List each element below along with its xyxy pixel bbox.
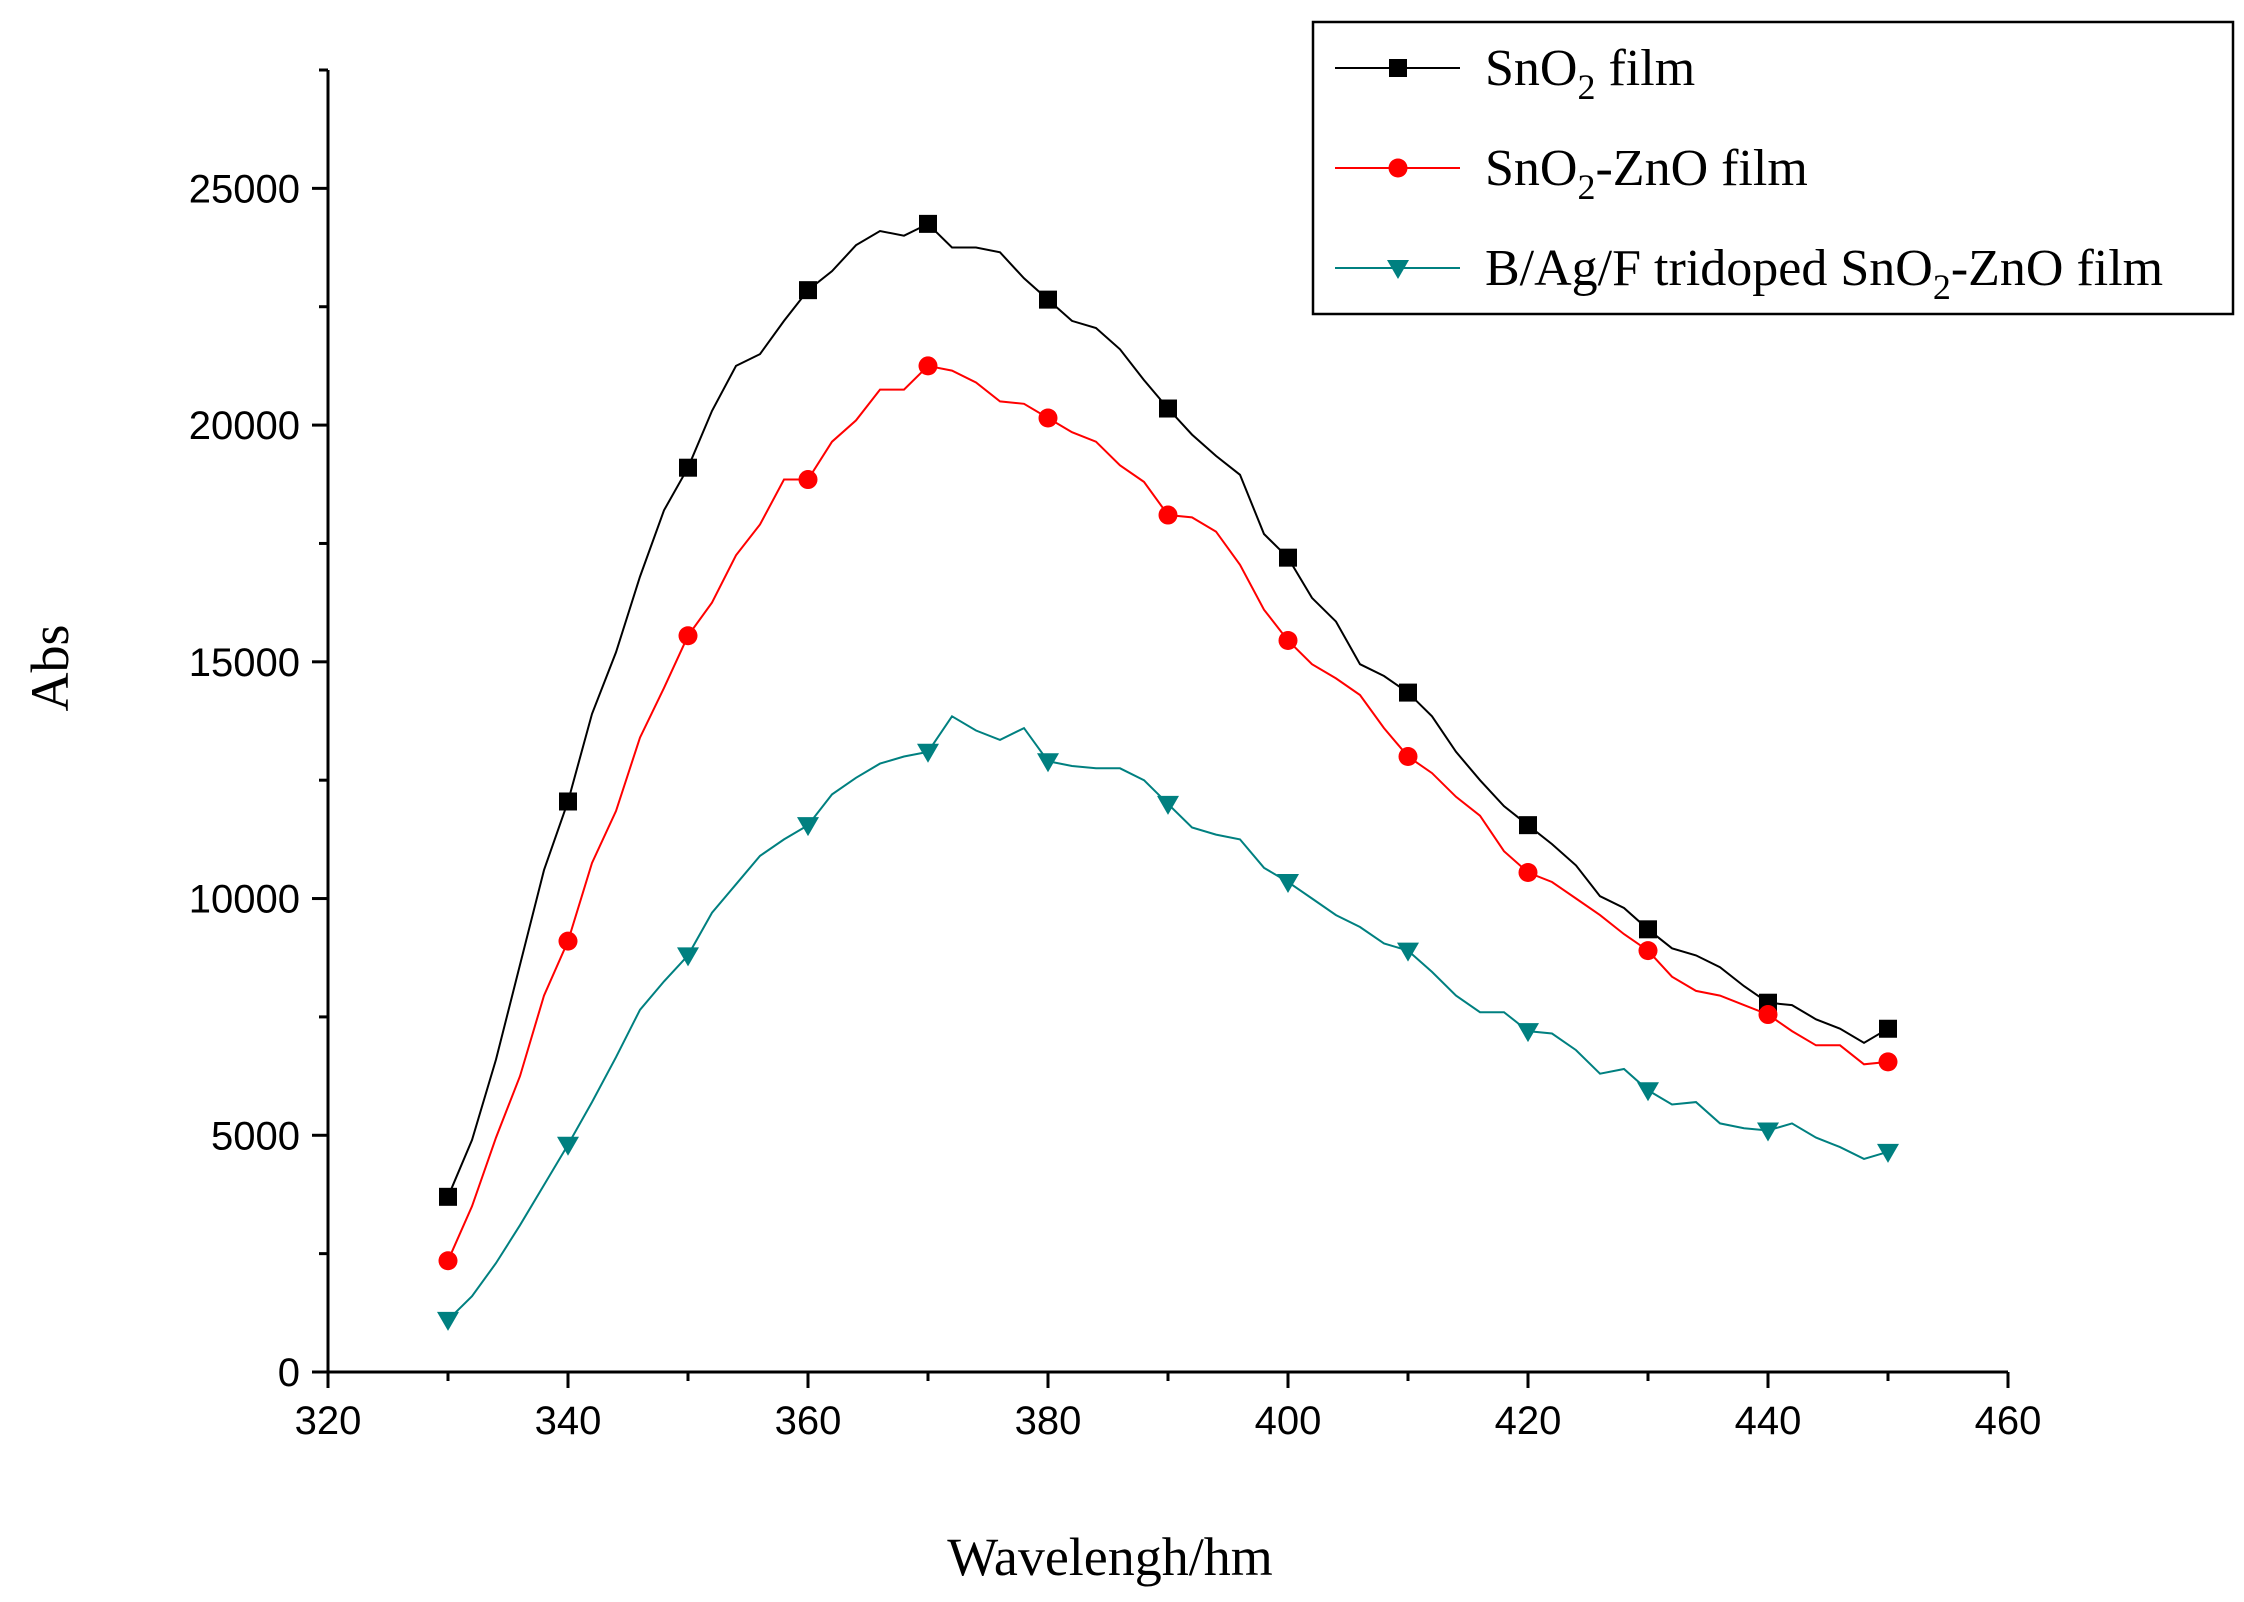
data-point <box>917 743 939 763</box>
data-point <box>1519 816 1537 835</box>
data-point <box>1157 795 1179 815</box>
data-point <box>558 931 578 951</box>
legend-marker <box>1387 260 1409 279</box>
data-point <box>1517 1023 1539 1043</box>
legend-label: SnO2 film <box>1485 40 1695 107</box>
data-point <box>1278 631 1298 651</box>
y-tick-label: 15000 <box>189 641 300 685</box>
legend-marker <box>1389 59 1407 77</box>
data-point <box>1639 920 1657 939</box>
data-point <box>1758 1005 1778 1025</box>
x-tick-label: 380 <box>1015 1399 1082 1443</box>
x-tick-label: 460 <box>1975 1399 2042 1443</box>
legend-entry: SnO2 film <box>1335 40 1695 107</box>
series-3 <box>437 714 1899 1331</box>
data-point <box>1877 1143 1899 1163</box>
data-point <box>1397 942 1419 962</box>
series-1 <box>439 214 1897 1206</box>
plot-axes: 320 340 360 380 400 420 440 460 0 5000 10000 15000 2… <box>189 68 2042 1443</box>
legend-label: B/Ag/F tridoped SnO2-ZnO film <box>1485 240 2163 307</box>
data-point <box>559 792 577 811</box>
data-point <box>1038 408 1058 428</box>
series-line <box>447 222 1889 1198</box>
x-tick-label: 340 <box>535 1399 602 1443</box>
data-point <box>798 470 818 490</box>
x-axis-title: Wavelengh/hm <box>947 1527 1273 1587</box>
legend-frame <box>1311 20 2235 316</box>
data-point <box>797 817 819 837</box>
data-point <box>1757 1122 1779 1142</box>
data-point <box>677 947 699 967</box>
data-point <box>557 1136 579 1156</box>
y-tick-label: 10000 <box>189 878 300 922</box>
data-point <box>438 1251 458 1271</box>
legend-marker <box>1388 158 1408 178</box>
y-tick-label: 0 <box>278 1351 300 1395</box>
data-point <box>1398 747 1418 767</box>
data-point <box>1399 683 1417 702</box>
x-tick-label: 440 <box>1735 1399 1802 1443</box>
legend-entry: B/Ag/F tridoped SnO2-ZnO film <box>1335 240 2163 307</box>
y-tick-label: 20000 <box>189 404 300 448</box>
legend-entry: SnO2-ZnO film <box>1335 140 1808 207</box>
y-axis-title: Abs <box>20 624 80 711</box>
y-tick-label: 5000 <box>211 1114 300 1158</box>
data-point <box>1879 1019 1897 1038</box>
data-point <box>1518 863 1538 883</box>
data-point <box>439 1187 457 1206</box>
x-tick-label: 320 <box>295 1399 362 1443</box>
data-point <box>918 356 938 376</box>
data-point <box>919 214 937 233</box>
series-layer <box>437 214 1899 1331</box>
data-point <box>678 626 698 646</box>
legend-label: SnO2-ZnO film <box>1485 140 1808 207</box>
data-point <box>799 281 817 300</box>
data-point <box>679 458 697 477</box>
data-point <box>1037 753 1059 773</box>
data-point <box>1638 941 1658 961</box>
y-tick-label: 25000 <box>189 167 300 211</box>
data-point <box>1279 548 1297 567</box>
data-point <box>1159 399 1177 418</box>
x-tick-label: 360 <box>775 1399 842 1443</box>
data-point <box>1039 290 1057 309</box>
legend: SnO2 film SnO2-ZnO film B/Ag/F tridoped Sn… <box>1311 20 2235 316</box>
series-2 <box>438 356 1898 1271</box>
data-point <box>1277 873 1299 893</box>
data-point <box>1637 1082 1659 1102</box>
data-point <box>1878 1052 1898 1072</box>
x-tick-label: 400 <box>1255 1399 1322 1443</box>
data-point <box>1158 505 1178 525</box>
x-tick-label: 420 <box>1495 1399 1562 1443</box>
data-point <box>437 1311 459 1331</box>
